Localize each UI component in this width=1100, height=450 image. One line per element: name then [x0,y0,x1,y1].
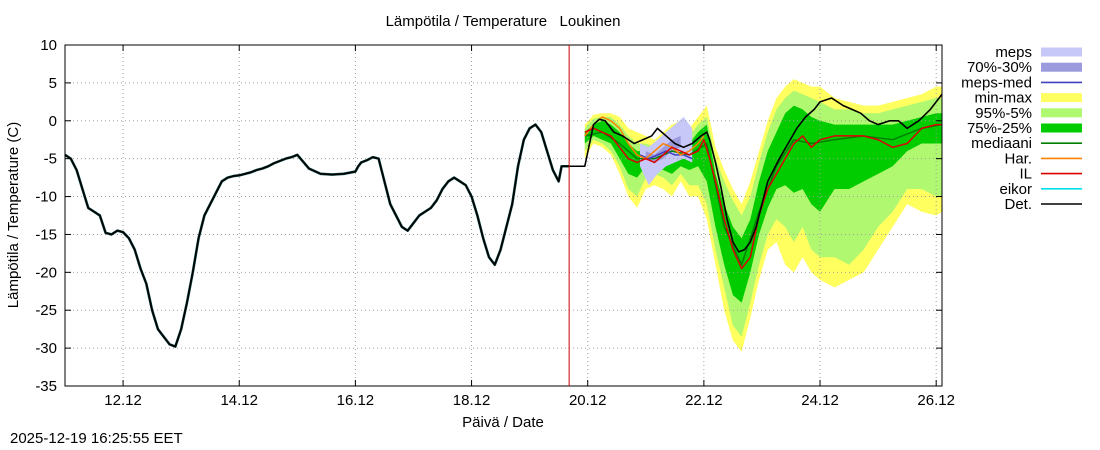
series-det [569,93,943,253]
x-tick-label: 12.12 [104,392,142,409]
y-tick-label: -25 [35,302,57,319]
x-tick-label: 22.12 [685,392,723,409]
x-tick-label: 16.12 [337,392,375,409]
legend-label-det: Det. [1004,196,1032,213]
y-tick-label: -35 [35,378,57,395]
legend-swatch-75-25 [1041,123,1082,133]
axis-ticks: 10 5 0 -5 -10 -15 -20 -25 -30 -35 12.12 14.12 16.12 1… [35,37,955,409]
legend-label-95-5: 95%-5% [975,105,1032,122]
plot-frame [64,44,943,387]
x-axis-label: Päivä / Date [462,414,544,431]
legend: meps70%-30%meps-medmin-max95%-5%75%-25%m… [961,44,1082,213]
x-tick-label: 14.12 [220,392,258,409]
chart-title: Lämpötila / Temperature Loukinen [386,13,621,30]
x-tick-label: 26.12 [917,392,955,409]
series-meps-med [639,150,693,160]
legend-label-meps-med: meps-med [961,74,1032,91]
y-axis-label: Lämpötila / Temperature (C) [5,122,22,308]
legend-label-har: Har. [1004,150,1032,167]
y-tick-label: 5 [49,75,57,92]
legend-label-70-30: 70%-30% [967,59,1032,76]
x-tick-label: 20.12 [569,392,607,409]
series-il [584,123,942,270]
legend-label-il: IL [1019,166,1032,183]
y-tick-label: 10 [40,37,57,54]
timestamp: 2025-12-19 16:25:55 EET [10,430,183,447]
y-tick-label: -15 [35,226,57,243]
y-tick-label: -20 [35,264,57,281]
series-havainto [64,123,570,348]
legend-swatch-70-30 [1041,62,1082,72]
y-tick-label: -5 [44,151,57,168]
legend-swatch-min-max [1041,93,1082,103]
legend-swatch-95-5 [1041,108,1082,118]
y-tick-label: 0 [49,113,57,130]
x-tick-label: 24.12 [801,392,839,409]
legend-label-meps: meps [995,44,1032,61]
x-tick-label: 18.12 [453,392,491,409]
series-lines [64,93,943,348]
legend-label-min-max: min-max [974,90,1032,107]
legend-label-mediaani: mediaani [971,135,1032,152]
y-tick-label: -10 [35,189,57,206]
legend-label-eikor: eikor [999,181,1032,198]
y-tick-label: -30 [35,340,57,357]
legend-swatch-meps [1041,47,1082,57]
legend-label-75-25: 75%-25% [967,120,1032,137]
